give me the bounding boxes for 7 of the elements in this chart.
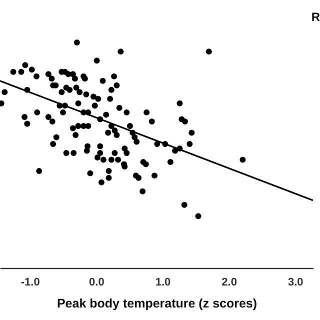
- x-tick-label: -1.0: [20, 276, 40, 288]
- x-tick-label: 1.0: [155, 276, 171, 288]
- text: R: [311, 10, 320, 24]
- x-tick-label: 2.0: [222, 276, 237, 288]
- x-axis-title: Peak body temperature (z scores): [56, 296, 258, 310]
- x-tick-label: 0.0: [89, 276, 104, 288]
- x-tick-label: 3.0: [288, 276, 304, 288]
